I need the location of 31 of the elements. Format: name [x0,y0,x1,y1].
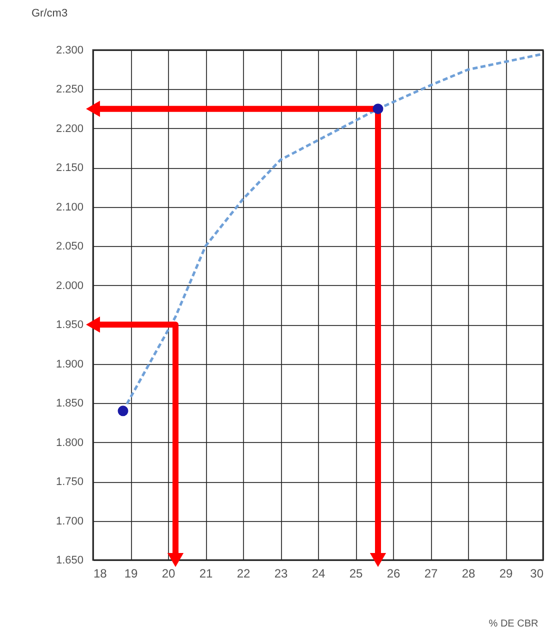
y-tick-label: 2.250 [56,84,84,96]
y-tick-label: 1.800 [56,436,84,449]
y-tick-label: 1.750 [56,476,84,488]
x-tick-label: 21 [199,566,213,580]
x-tick-label: 19 [124,566,138,580]
x-tick-label: 23 [274,566,288,580]
y-tick-label: 2.150 [56,162,84,174]
x-tick-label: 25 [349,566,363,580]
y-tick-label: 2.000 [56,280,84,292]
x-tick-label: 27 [424,566,438,580]
x-tick-label: 26 [386,566,400,580]
y-tick-label: 2.200 [56,122,84,135]
x-tick-label: 24 [312,566,326,580]
x-tick-label: 28 [462,566,476,580]
y-tick-label: 2.300 [56,44,84,56]
y-tick-label: 2.100 [56,201,84,214]
y-axis-title: Gr/cm3 [32,8,68,20]
y-tick-label: 1.700 [56,515,84,528]
y-tick-label: 1.950 [56,319,84,332]
y-tick-label: 1.850 [56,398,84,410]
x-tick-label: 29 [499,566,513,580]
y-tick-label: 1.900 [56,358,84,370]
y-tick-label: 1.650 [56,554,84,566]
x-axis-title: % DE CBR [488,618,538,629]
point [118,406,128,416]
point [372,104,384,114]
x-tick-label: 20 [162,566,176,580]
x-tick-label: 18 [94,566,108,580]
x-tick-label: 30 [530,566,544,580]
y-tick-label: 2.050 [56,240,84,253]
x-tick-label: 22 [236,566,250,580]
